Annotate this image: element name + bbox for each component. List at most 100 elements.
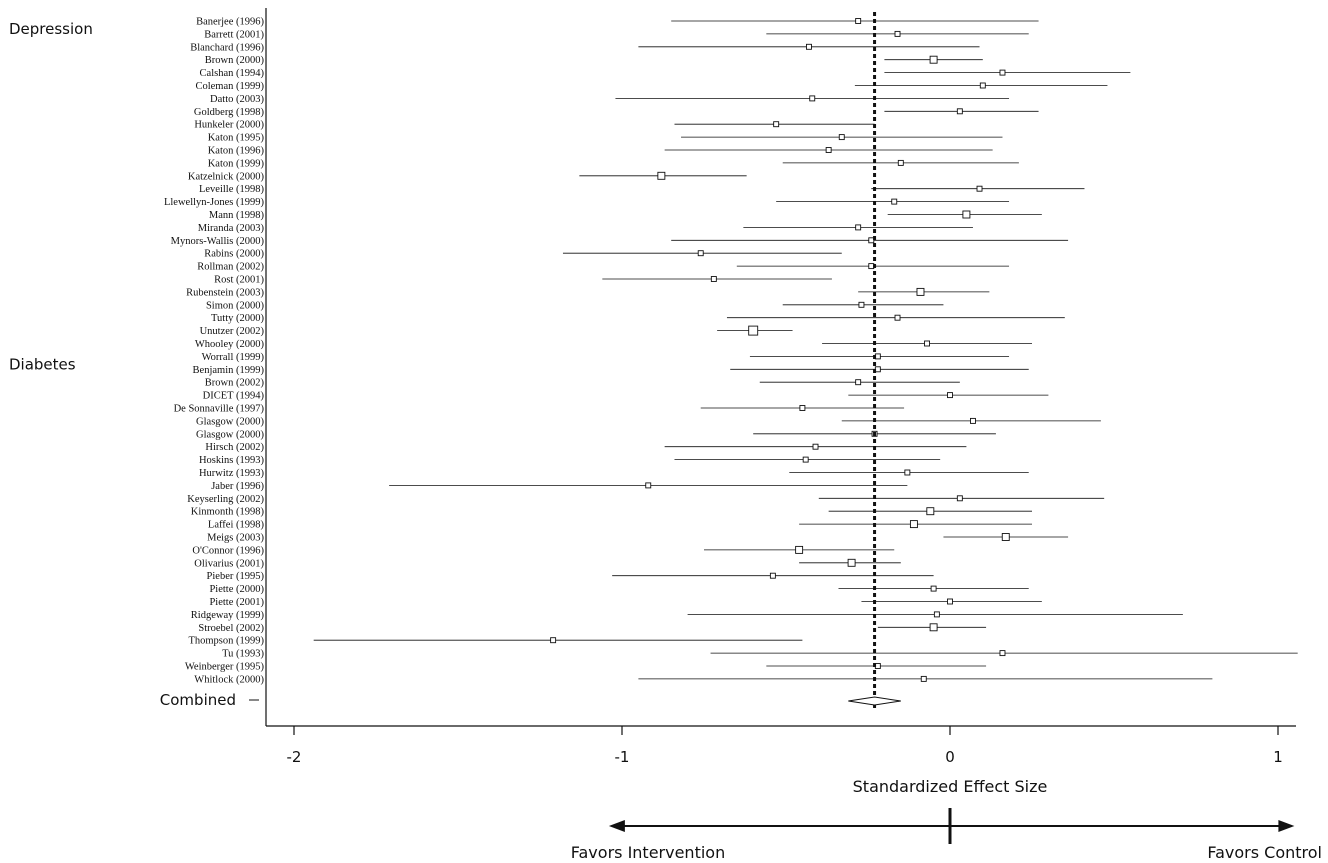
point-estimate-marker (809, 95, 816, 102)
study-label: Laffei (1998) (208, 520, 265, 531)
point-estimate-marker (897, 159, 904, 166)
combined-diamond (848, 696, 901, 706)
study-label: Thompson (1999) (188, 636, 264, 647)
study-row: Ridgeway (1999) (191, 610, 1183, 621)
study-label: Hirsch (2002) (205, 442, 264, 453)
study-row: Piette (2000) (209, 584, 1029, 595)
study-row: Worrall (1999) (202, 352, 1010, 363)
study-label: Barrett (2001) (204, 29, 264, 40)
point-estimate-marker (979, 82, 986, 89)
study-label: Piette (2000) (209, 584, 264, 595)
point-estimate-marker (947, 598, 953, 605)
study-row: Rabins (2000) (204, 249, 842, 260)
point-estimate-marker (1001, 533, 1010, 541)
study-label: Coleman (1999) (195, 81, 264, 92)
study-label: Llewellyn-Jones (1999) (164, 197, 265, 208)
point-estimate-marker (855, 224, 862, 231)
study-row: Simon (2000) (206, 300, 944, 311)
x-tick-label: -1 (615, 748, 630, 766)
study-row: Benjamin (1999) (193, 365, 1029, 376)
study-row: Hoskins (1993) (199, 455, 941, 466)
point-estimate-marker (795, 545, 804, 554)
point-estimate-marker (976, 185, 983, 192)
study-row: Blanchard (1996) (190, 42, 980, 53)
study-row: Leveille (1998) (199, 184, 1085, 195)
study-row: Hirsch (2002) (205, 442, 967, 453)
study-label: Keyserling (2002) (187, 494, 264, 505)
study-label: Calshan (1994) (200, 68, 265, 79)
study-row: Goldberg (1998) (194, 107, 1039, 118)
point-estimate-marker (894, 314, 901, 321)
study-row: Katon (1995) (208, 133, 1003, 144)
study-label: Rabins (2000) (204, 249, 264, 260)
study-label: Mann (1998) (209, 210, 265, 221)
study-row: Weinberger (1995) (185, 662, 987, 673)
study-label: Whooley (2000) (195, 339, 265, 350)
study-label: Brown (2002) (205, 378, 265, 389)
point-estimate-marker (847, 558, 856, 567)
study-row: Unutzer (2002) (200, 325, 793, 337)
study-label: Benjamin (1999) (193, 365, 265, 376)
point-estimate-marker (858, 301, 865, 308)
point-estimate-marker (929, 55, 938, 64)
study-label: Simon (2000) (206, 300, 265, 311)
point-estimate-marker (956, 495, 963, 502)
study-label: Datto (2003) (210, 94, 264, 105)
point-estimate-marker (710, 276, 717, 282)
study-label: Brown (2000) (205, 55, 265, 66)
point-estimate-marker (550, 637, 557, 644)
study-row: Brown (2000) (205, 55, 983, 66)
study-row: De Sonnaville (1997) (174, 404, 905, 415)
point-estimate-marker (748, 325, 759, 336)
study-row: Tutty (2000) (211, 313, 1065, 324)
study-row: DICET (1994) (203, 391, 1049, 402)
study-row: Banerjee (1996) (196, 17, 1039, 28)
study-row: Barrett (2001) (204, 29, 1029, 40)
point-estimate-marker (838, 134, 845, 141)
study-row: Meigs (2003) (207, 533, 1069, 544)
point-estimate-marker (930, 585, 937, 592)
study-label: Hoskins (1993) (199, 455, 265, 466)
group-labels: Depression Diabetes (9, 20, 93, 373)
study-row: Coleman (1999) (195, 81, 1108, 92)
point-estimate-marker (825, 147, 832, 153)
study-row: Glasgow (2000) (196, 416, 1101, 427)
study-label: Katzelnick (2000) (188, 171, 265, 182)
study-row: Rubenstein (2003) (186, 287, 990, 298)
point-estimate-marker (894, 30, 901, 37)
point-estimate-marker (947, 392, 953, 399)
point-estimate-marker (874, 366, 881, 373)
study-label: Jaber (1996) (211, 481, 264, 492)
point-estimate-marker (773, 121, 780, 128)
study-row: Miranda (2003) (198, 223, 973, 234)
direction-arrows: Favors Intervention Favors Control (571, 808, 1322, 862)
study-label: Weinberger (1995) (185, 662, 265, 673)
study-label: Kinmonth (1998) (191, 507, 265, 518)
study-label: Glasgow (2000) (196, 416, 264, 427)
study-label: Tutty (2000) (211, 313, 265, 324)
point-estimate-marker (891, 198, 898, 205)
study-row: Jaber (1996) (211, 481, 908, 492)
study-row: Whooley (2000) (195, 339, 1032, 350)
point-estimate-marker (926, 507, 935, 516)
study-label: Katon (1995) (208, 133, 265, 144)
favors-intervention-label: Favors Intervention (571, 843, 725, 862)
study-label: Worrall (1999) (202, 352, 265, 363)
study-row: Llewellyn-Jones (1999) (164, 197, 1010, 208)
point-estimate-marker (697, 250, 704, 257)
study-label: Olivarius (2001) (194, 558, 264, 569)
study-row: Datto (2003) (210, 94, 1010, 105)
point-estimate-marker (806, 43, 812, 50)
study-row: Keyserling (2002) (187, 494, 1105, 505)
study-row: Calshan (1994) (200, 68, 1131, 79)
study-row: Katon (1996) (208, 146, 993, 157)
group-label: Depression (9, 20, 93, 38)
point-estimate-marker (909, 520, 918, 529)
point-estimate-marker (970, 417, 976, 424)
study-label: Leveille (1998) (199, 184, 265, 195)
study-row: Hunkeler (2000) (194, 120, 875, 131)
point-estimate-marker (999, 69, 1006, 76)
study-label: Katon (1996) (208, 146, 265, 157)
study-label: Pieber (1995) (207, 571, 265, 582)
